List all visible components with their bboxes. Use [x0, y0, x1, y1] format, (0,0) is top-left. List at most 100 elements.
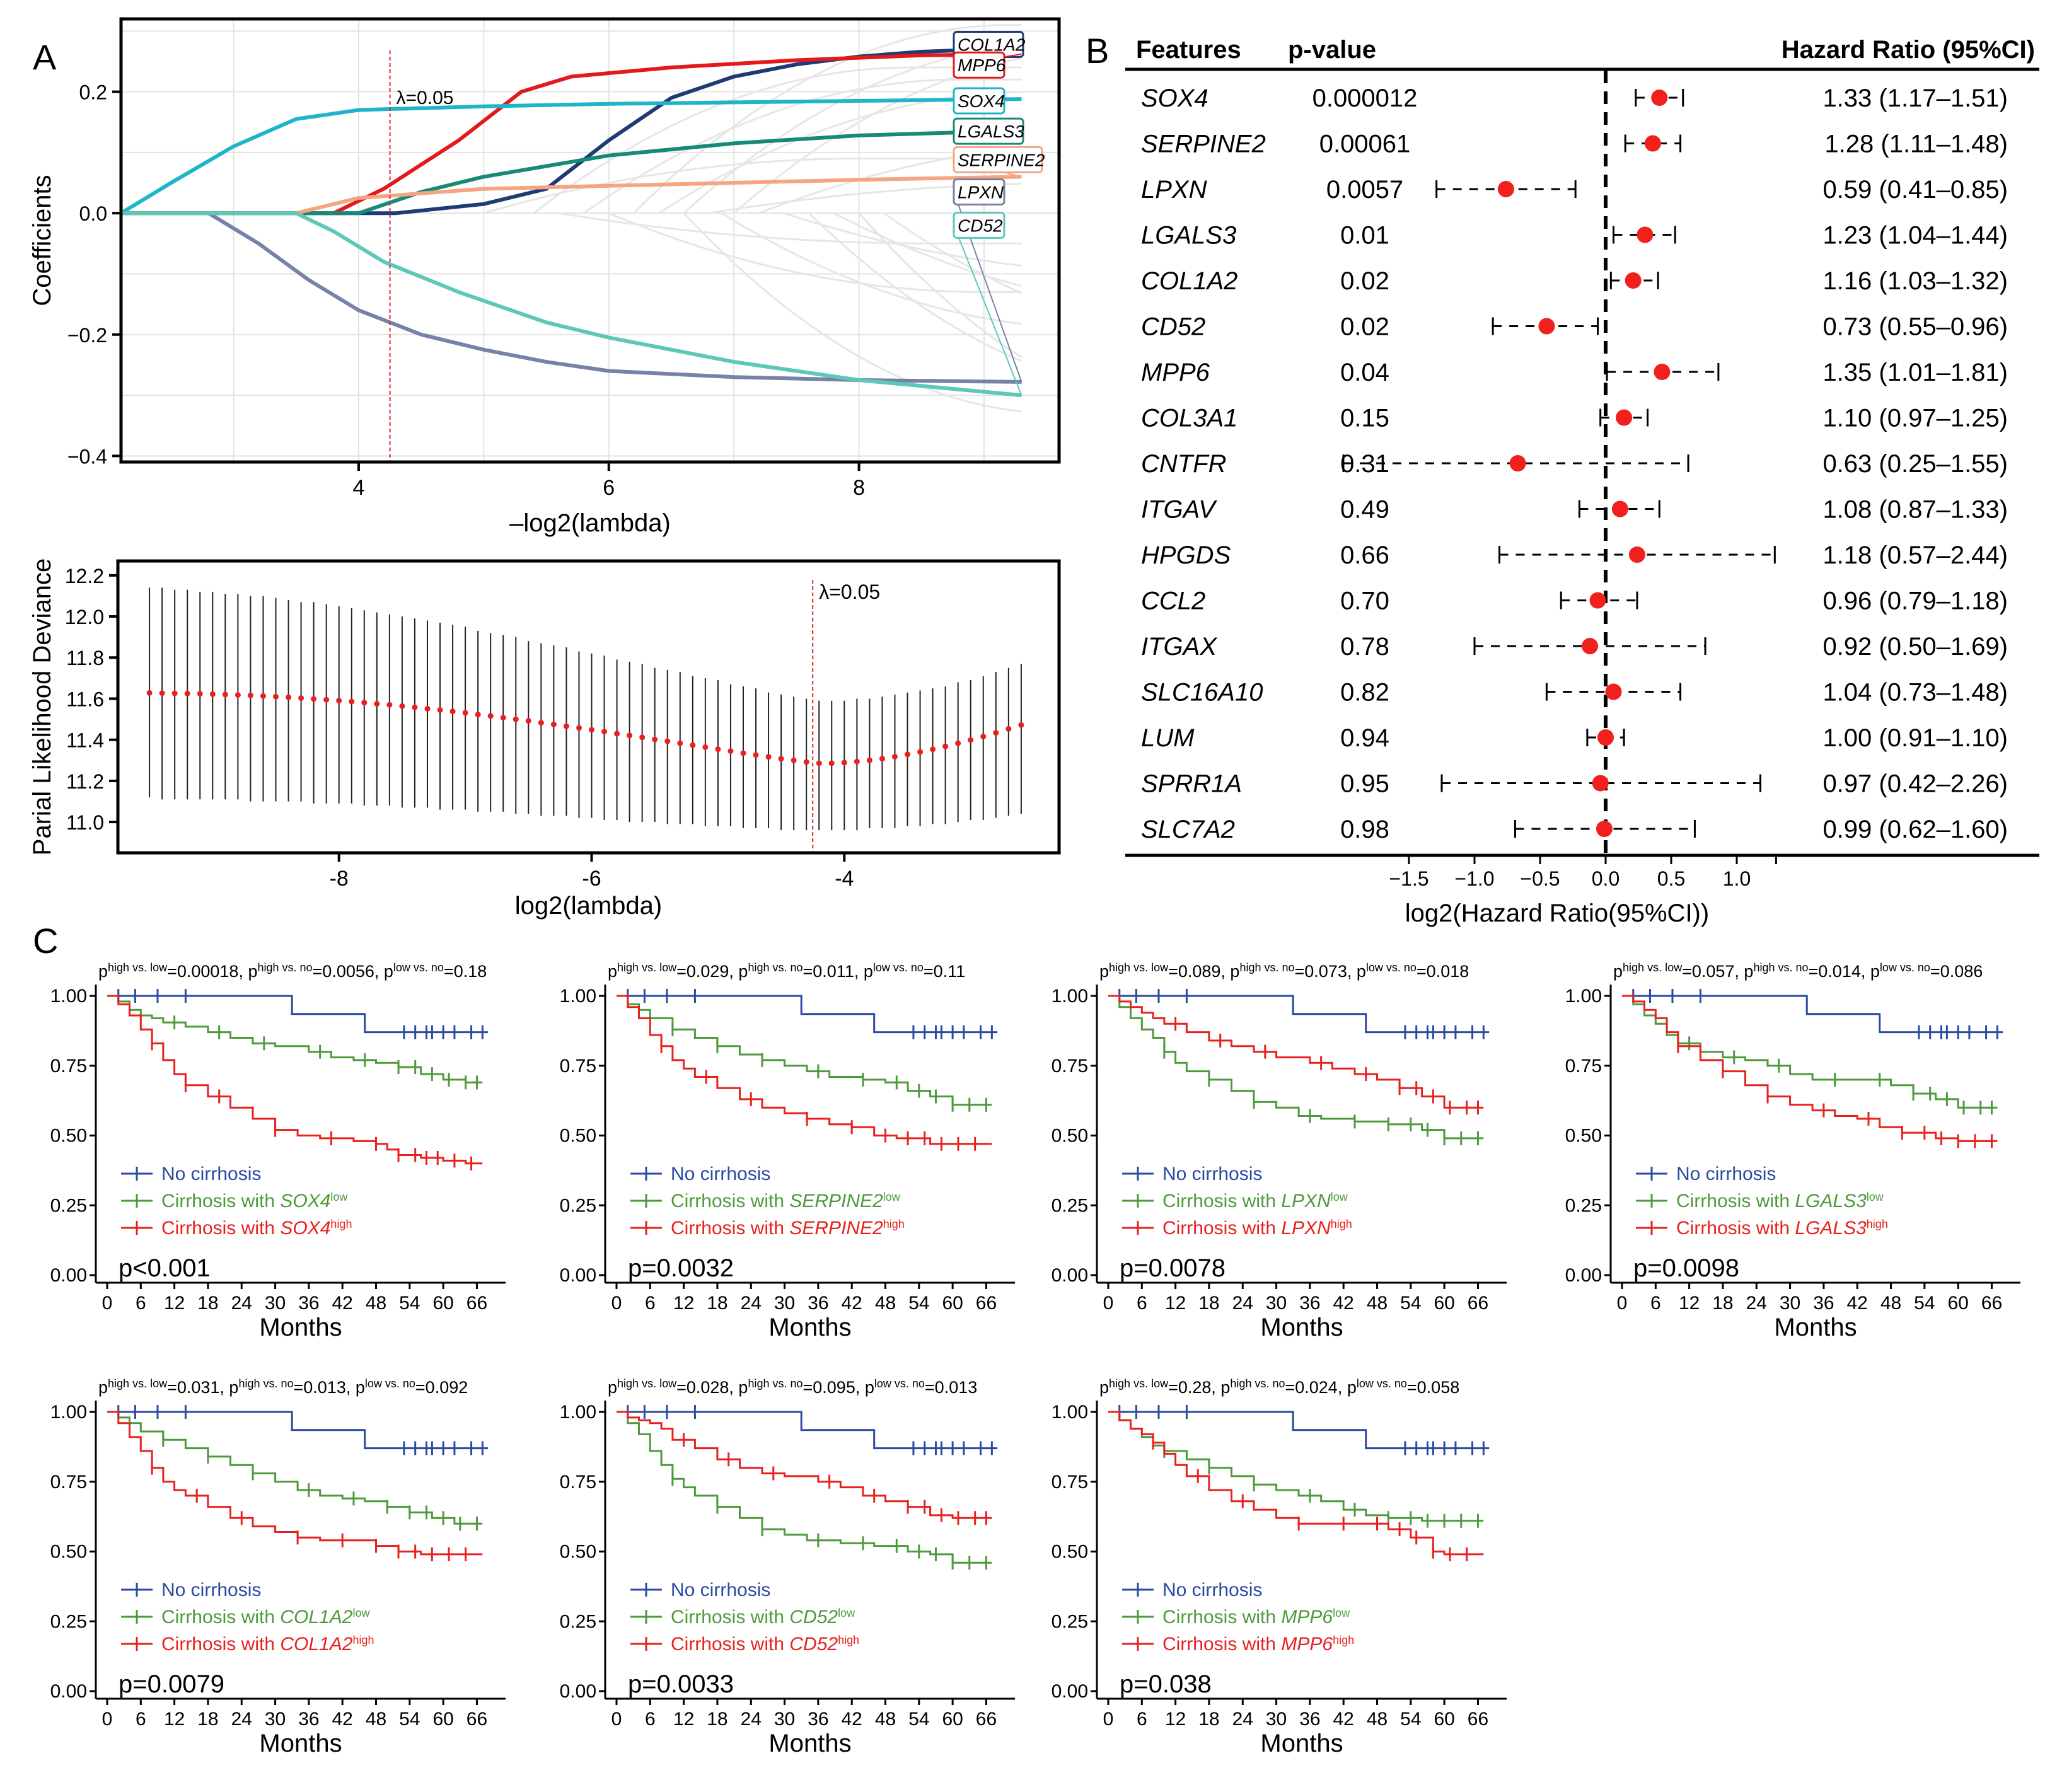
- x-axis-label: Months: [768, 1730, 851, 1757]
- y-tick-label: 0.00: [1052, 1681, 1088, 1702]
- legend-text: No cirrhosis: [161, 1164, 261, 1184]
- legend-gene: LPXN: [1281, 1191, 1331, 1211]
- hr-point: [1497, 181, 1514, 197]
- x-axis-label: Months: [1260, 1314, 1343, 1341]
- x-tick-label: 0.0: [1592, 867, 1620, 890]
- x-tick-label: 42: [842, 1293, 862, 1314]
- legend-sup: high: [330, 1218, 352, 1230]
- logrank-p: p=0.0098: [1633, 1254, 1739, 1282]
- deviance-point: [791, 757, 797, 763]
- y-tick-label: 0.00: [560, 1265, 596, 1286]
- deviance-point: [386, 702, 393, 708]
- x-tick-label: 1.0: [1723, 867, 1751, 890]
- deviance-point: [614, 731, 620, 737]
- x-tick-label: 36: [298, 1709, 319, 1730]
- x-tick-label: 30: [1266, 1293, 1287, 1314]
- coef-path-lpxn: [121, 211, 1022, 384]
- deviance-point: [702, 744, 709, 750]
- x-tick-label: 6: [603, 476, 615, 500]
- x-tick-label: 60: [432, 1293, 453, 1314]
- legend-high: Cirrhosis with COL1A2high: [161, 1634, 374, 1655]
- y-tick-label: 1.00: [1565, 986, 1602, 1007]
- x-tick-label: 12: [673, 1709, 694, 1730]
- deviance-point: [286, 694, 292, 700]
- x-tick-label: 0: [611, 1709, 622, 1730]
- p-value: 0.78: [1340, 633, 1389, 661]
- p-fragment: high vs. no: [238, 1377, 293, 1390]
- x-tick-label: 6: [136, 1293, 146, 1314]
- deviance-point: [550, 721, 557, 727]
- deviance-point: [601, 729, 608, 735]
- p-fragment: p: [1099, 1378, 1109, 1397]
- x-tick-label: 60: [942, 1709, 963, 1730]
- x-axis-label: log2(Hazard Ratio(95%CI)): [1405, 899, 1709, 927]
- background-coefficient-path: [858, 212, 1023, 359]
- coef-path-sox4: [120, 97, 1022, 215]
- deviance-point: [854, 758, 860, 765]
- y-tick-label: 1.00: [1052, 986, 1088, 1007]
- x-tick-label: 6: [645, 1293, 656, 1314]
- curve-no-cirrhosis: [1108, 995, 1490, 1034]
- p-fragment: p: [608, 962, 617, 981]
- hr-point: [1654, 364, 1671, 380]
- curve-low: [107, 995, 483, 1084]
- hazard-ratio: 1.16 (1.03–1.32): [1822, 267, 2008, 295]
- x-tick-label: 66: [1468, 1709, 1488, 1730]
- y-tick-label: 0.25: [50, 1195, 87, 1216]
- logrank-p: p=0.0033: [628, 1670, 734, 1698]
- y-tick-label: 0.75: [1052, 1056, 1088, 1077]
- legend-high: Cirrhosis with CD52high: [671, 1634, 859, 1655]
- deviance-point: [968, 737, 974, 743]
- pairwise-p-values: phigh vs. low=0.089, phigh vs. no=0.073,…: [1099, 961, 1469, 981]
- p-fragment: high vs. low: [108, 961, 168, 974]
- km-panel-lpxn: phigh vs. low=0.089, phigh vs. no=0.073,…: [1052, 961, 1507, 1341]
- p-fragment: =0.031, p: [167, 1378, 238, 1397]
- hr-point: [1605, 683, 1622, 700]
- legend-gene: CD52: [789, 1634, 838, 1655]
- hazard-ratio: 0.59 (0.41–0.85): [1822, 176, 2008, 204]
- y-tick-label: 0.50: [560, 1126, 596, 1147]
- y-tick-label: 0.00: [560, 1681, 596, 1702]
- p-value: 0.95: [1340, 770, 1389, 798]
- hr-point: [1592, 775, 1609, 792]
- x-tick-label: 24: [1746, 1293, 1767, 1314]
- x-tick-label: 0: [102, 1709, 113, 1730]
- hr-point: [1651, 90, 1668, 106]
- deviance-point: [222, 691, 228, 698]
- hr-point: [1625, 272, 1642, 289]
- x-tick-label: 36: [1299, 1293, 1320, 1314]
- x-tick-label: 4: [352, 476, 364, 500]
- y-tick-label: 0.00: [1052, 1265, 1088, 1286]
- gene-label-box: [953, 178, 1005, 205]
- x-tick-label: 6: [1137, 1709, 1147, 1730]
- hr-point: [1611, 500, 1628, 517]
- hazard-ratio: 0.73 (0.55–0.96): [1822, 313, 2008, 341]
- y-tick-label: 0.75: [50, 1472, 87, 1493]
- curve-low: [617, 1411, 992, 1564]
- y-tick-label: 11.4: [66, 729, 104, 752]
- x-tick-label: 36: [1813, 1293, 1834, 1314]
- legend-no-cirrhosis: No cirrhosis: [671, 1580, 770, 1600]
- hr-point: [1582, 638, 1599, 654]
- background-coefficient-path: [582, 78, 1022, 215]
- y-tick-label: 1.00: [1052, 1402, 1088, 1423]
- hr-point: [1538, 318, 1555, 335]
- legend-text: Cirrhosis with: [671, 1191, 789, 1211]
- x-tick-label: 30: [774, 1293, 795, 1314]
- deviance-point: [993, 730, 999, 736]
- feature-name: HPGDS: [1141, 541, 1231, 569]
- legend-low: Cirrhosis with LGALS3low: [1676, 1191, 1884, 1211]
- x-tick-label: 24: [741, 1293, 762, 1314]
- background-coefficient-path: [557, 212, 1022, 245]
- x-tick-label: 42: [842, 1709, 862, 1730]
- x-tick-label: -8: [330, 867, 349, 891]
- x-tick-label: 6: [645, 1709, 656, 1730]
- feature-name: SPRR1A: [1141, 770, 1242, 798]
- x-tick-label: 30: [265, 1709, 286, 1730]
- x-tick-label: 36: [298, 1293, 319, 1314]
- lambda-label: λ=0.05: [819, 581, 880, 603]
- curve-no-cirrhosis: [1622, 995, 2003, 1034]
- background-coefficient-path: [633, 24, 1022, 214]
- p-fragment: low vs. no: [393, 961, 444, 974]
